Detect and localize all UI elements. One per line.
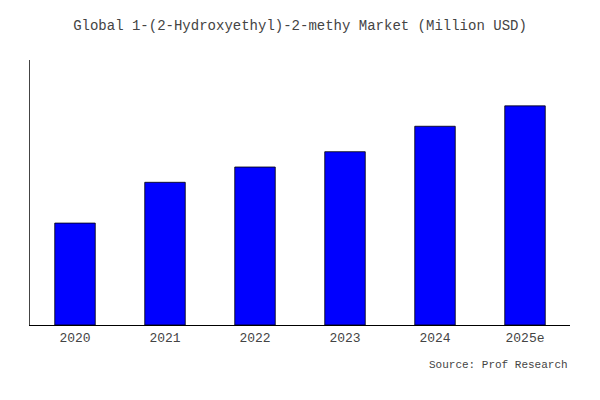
svg-text:2022: 2022 <box>239 331 270 346</box>
svg-text:2025e: 2025e <box>505 331 544 346</box>
svg-text:2021: 2021 <box>149 331 180 346</box>
svg-text:Source: Prof Research: Source: Prof Research <box>429 359 568 371</box>
svg-text:2023: 2023 <box>329 331 360 346</box>
svg-text:2024: 2024 <box>419 331 450 346</box>
svg-text:2020: 2020 <box>59 331 90 346</box>
svg-text:Global 1-(2-Hydroxyethyl)-2-me: Global 1-(2-Hydroxyethyl)-2-methy Market… <box>73 18 527 34</box>
